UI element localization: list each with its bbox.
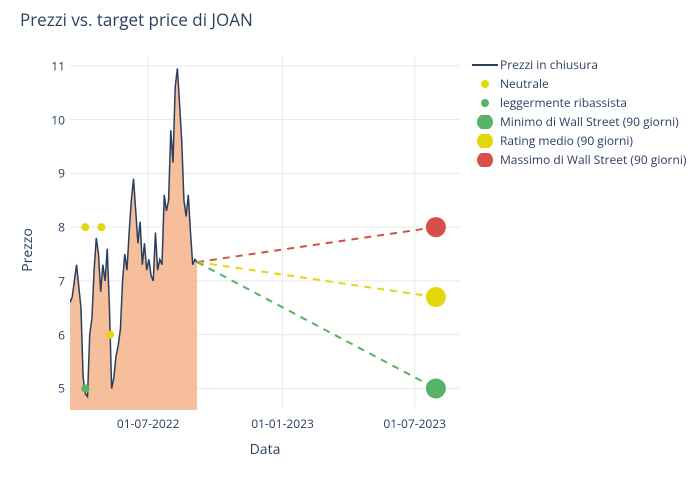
target-dot xyxy=(426,378,446,398)
forecast-line xyxy=(197,262,436,297)
y-tick: 8 xyxy=(35,219,65,236)
forecast-line xyxy=(197,227,436,262)
x-axis-label: Data xyxy=(70,440,460,459)
y-tick: 9 xyxy=(35,165,65,182)
legend-item[interactable]: Neutrale xyxy=(470,74,686,93)
target-dot xyxy=(426,217,446,237)
x-tick: 01-01-2023 xyxy=(251,415,314,432)
legend-swatch xyxy=(470,150,500,169)
rating-dot xyxy=(81,384,89,392)
y-tick: 10 xyxy=(35,111,65,128)
target-dot xyxy=(426,287,446,307)
legend-item[interactable]: Minimo di Wall Street (90 giorni) xyxy=(470,112,686,131)
legend-swatch xyxy=(470,93,500,112)
y-tick: 11 xyxy=(35,57,65,74)
rating-dot xyxy=(97,223,105,231)
legend-label: Minimo di Wall Street (90 giorni) xyxy=(500,113,679,130)
legend-item[interactable]: Rating medio (90 giorni) xyxy=(470,131,686,150)
legend-label: Neutrale xyxy=(500,75,549,92)
x-tick: 01-07-2023 xyxy=(383,415,446,432)
y-tick: 5 xyxy=(35,380,65,397)
legend-item[interactable]: Massimo di Wall Street (90 giorni) xyxy=(470,150,686,169)
legend-item[interactable]: leggermente ribassista xyxy=(470,93,686,112)
legend-label: Rating medio (90 giorni) xyxy=(500,132,633,149)
chart-plot xyxy=(70,55,460,410)
chart-legend: Prezzi in chiusura Neutrale leggermente ri… xyxy=(470,55,686,169)
legend-item[interactable]: Prezzi in chiusura xyxy=(470,55,686,74)
rating-dot xyxy=(81,223,89,231)
chart-title: Prezzi vs. target price di JOAN xyxy=(20,8,253,31)
legend-swatch xyxy=(470,55,500,74)
y-tick: 7 xyxy=(35,272,65,289)
legend-label: Prezzi in chiusura xyxy=(500,56,598,73)
y-tick: 6 xyxy=(35,326,65,343)
legend-swatch xyxy=(470,112,500,131)
legend-swatch xyxy=(470,74,500,93)
x-tick: 01-07-2022 xyxy=(117,415,180,432)
legend-label: leggermente ribassista xyxy=(500,94,627,111)
legend-swatch xyxy=(470,131,500,150)
rating-dot xyxy=(106,331,114,339)
legend-label: Massimo di Wall Street (90 giorni) xyxy=(500,151,686,168)
